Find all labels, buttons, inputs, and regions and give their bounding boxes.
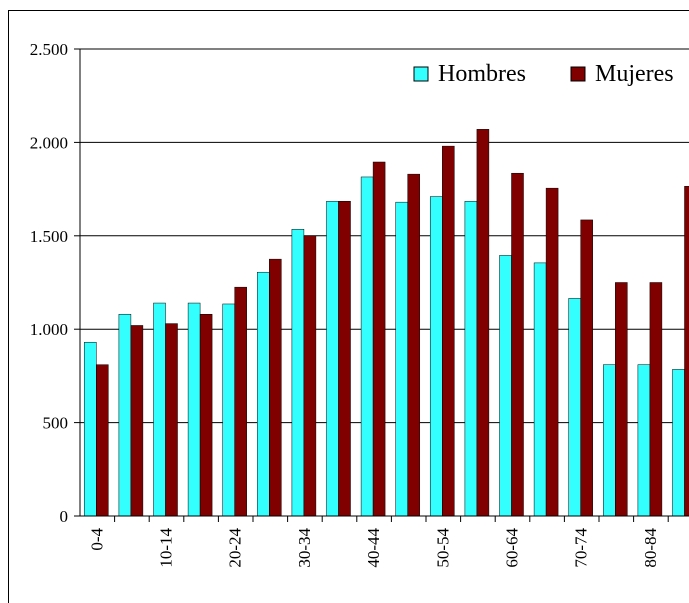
x-tick-label: 40-44 [364,528,383,568]
bar [395,201,408,517]
y-tick-label: 1.000 [30,320,68,339]
y-tick-label: 0 [60,507,69,526]
bar [84,342,97,517]
chart-frame [8,10,689,603]
x-tick-label: 20-24 [226,528,245,568]
x-tick-label: 0-4 [87,528,106,551]
legend-label: Hombres [438,61,526,87]
bar [684,186,689,517]
bar [568,298,581,517]
legend-label: Mujeres [595,61,674,87]
bar [326,200,339,517]
bar [165,323,178,517]
y-tick-label: 1.500 [30,227,68,246]
bar [234,286,247,517]
y-tick-label: 2.500 [30,40,68,59]
bar [407,173,420,517]
bar [130,325,144,517]
bar [637,364,651,517]
bar [580,219,593,517]
bar [199,314,213,517]
bar [615,282,628,517]
bar [430,196,443,517]
bar [442,145,455,517]
bar [118,314,132,517]
bar [464,200,478,517]
bar [499,255,512,517]
legend-swatch [413,66,429,82]
bar [153,302,166,517]
bar [269,258,282,517]
bar [303,235,317,517]
x-tick-label: 10-14 [157,528,176,568]
bar [338,200,351,517]
bar [603,364,616,517]
x-tick-label: 60-64 [503,528,522,568]
bar [96,364,109,517]
bar [360,176,374,517]
bar [649,282,663,517]
bar [372,161,386,517]
bar [257,271,270,517]
bar [672,369,685,517]
bar [291,229,305,517]
x-tick-label: 80-84 [641,528,660,568]
bar [545,187,559,517]
x-tick-label: 30-34 [295,528,314,568]
x-tick-label: 50-54 [433,528,452,568]
y-tick-label: 2.000 [30,133,68,152]
x-tick-label: 70-74 [572,528,591,568]
bar [533,262,547,517]
legend-swatch [570,66,586,82]
bar [476,129,490,517]
y-tick-label: 500 [43,414,69,433]
bar [187,302,201,517]
bar [222,303,235,517]
bar [511,172,524,517]
